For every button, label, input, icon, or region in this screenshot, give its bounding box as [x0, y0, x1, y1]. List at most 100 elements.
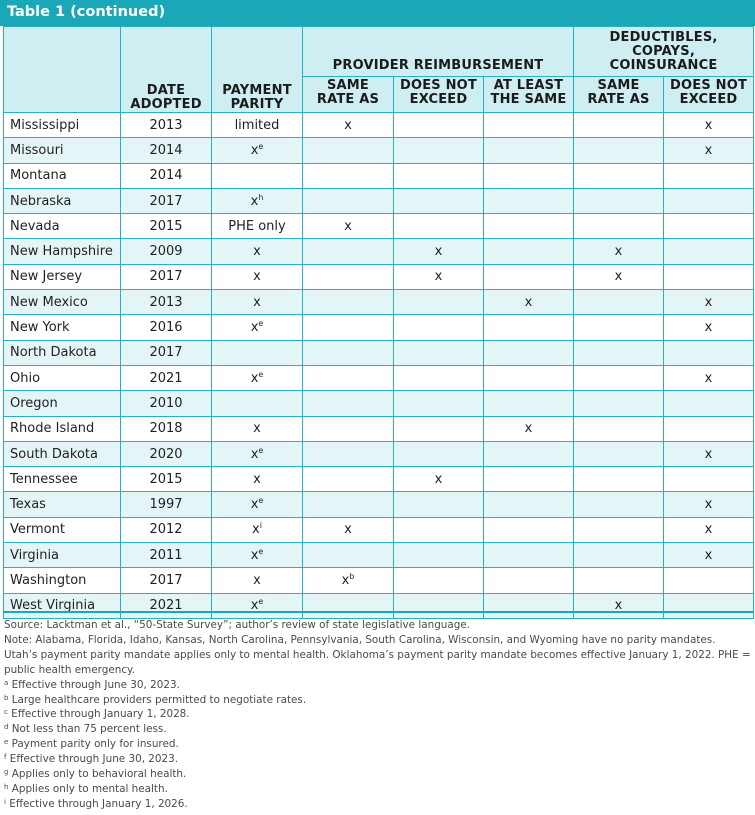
- cell-prov-at-least-the-same: [482, 516, 575, 544]
- cell-prov-at-least-the-same: [482, 263, 575, 291]
- cell-prov-does-not-exceed: [393, 567, 484, 594]
- cell-ded-same-rate-as: [573, 567, 665, 594]
- cell-payment-parity: xi: [211, 516, 303, 544]
- cell-date-adopted-value: 2010: [149, 395, 183, 411]
- cell-ded-same-rate-as: [573, 542, 665, 569]
- cell-date-adopted-value: 2021: [149, 370, 183, 386]
- cell-state-value: New Mexico: [10, 294, 88, 310]
- cell-payment-parity-value: x: [253, 244, 261, 260]
- cell-state: Nebraska: [3, 187, 121, 215]
- cell-state: New York: [3, 314, 121, 341]
- cell-payment-parity: x: [211, 238, 303, 265]
- cell-date-adopted: 2011: [120, 542, 212, 569]
- cell-date-adopted-value: 2009: [149, 244, 183, 260]
- cell-prov-does-not-exceed: [393, 213, 484, 240]
- cell-ded-same-rate-as-value: x: [614, 269, 623, 285]
- cell-state: North Dakota: [3, 339, 121, 366]
- cell-prov-same-rate-as: [302, 491, 394, 518]
- cell-state-value: Mississippi: [10, 117, 80, 133]
- cell-prov-same-rate-as: [302, 289, 394, 316]
- cell-date-adopted-value: 2014: [149, 142, 183, 158]
- cell-prov-does-not-exceed: [393, 187, 484, 215]
- cell-payment-parity: [211, 390, 303, 417]
- cell-ded-same-rate-as: [573, 162, 665, 189]
- cell-ded-does-not-exceed: [663, 390, 755, 417]
- cell-payment-parity: xe: [211, 491, 303, 518]
- table-row: Nebraska 2017 xh: [3, 187, 755, 215]
- cell-state-value: Tennessee: [10, 471, 78, 487]
- table-bottom-rule: [3, 611, 753, 613]
- footnote: e Payment parity only for insured.: [4, 737, 752, 752]
- cell-state-value: Nevada: [10, 218, 60, 234]
- cell-ded-same-rate-as: [573, 491, 665, 518]
- cell-prov-does-not-exceed: [393, 440, 484, 468]
- table-row: Virginia 2011 xe x: [3, 542, 755, 569]
- cell-payment-parity-value: x: [250, 370, 259, 386]
- cell-state: New Mexico: [3, 289, 121, 316]
- cell-ded-same-rate-as: [573, 339, 665, 366]
- footnote-ref: e: [258, 369, 264, 379]
- cell-ded-does-not-exceed-value: x: [704, 522, 713, 538]
- cell-prov-at-least-the-same: [482, 137, 575, 164]
- cell-ded-does-not-exceed-value: x: [704, 320, 713, 336]
- cell-prov-at-least-the-same: x: [482, 289, 575, 316]
- cell-payment-parity: x: [211, 289, 303, 316]
- cell-date-adopted: 2017: [120, 567, 212, 594]
- table-row: Oregon 2010: [3, 390, 755, 417]
- cell-ded-does-not-exceed: x: [663, 516, 755, 544]
- table-row: Ohio 2021 xe x: [3, 364, 755, 392]
- cell-prov-at-least-the-same: [482, 162, 575, 189]
- cell-prov-does-not-exceed: [393, 137, 484, 164]
- footnote-text: Not less than 75 percent less.: [11, 723, 167, 736]
- cell-prov-does-not-exceed: [393, 390, 484, 417]
- cell-payment-parity: [211, 339, 303, 366]
- cell-state-value: Nebraska: [10, 193, 72, 209]
- cell-ded-does-not-exceed: [663, 263, 755, 291]
- parity-table: DATE ADOPTED PAYMENT PARITY PROVIDER REIMB…: [3, 26, 755, 619]
- table-row: Montana 2014: [3, 162, 755, 189]
- cell-payment-parity-value: x: [253, 269, 261, 285]
- cell-payment-parity-value: PHE only: [228, 218, 286, 234]
- cell-ded-does-not-exceed-value: x: [704, 547, 713, 563]
- cell-date-adopted-value: 2013: [149, 294, 183, 310]
- cell-ded-same-rate-as: [573, 390, 665, 417]
- footnote-text: Applies only to mental health.: [11, 782, 168, 795]
- footnote-mark: d: [4, 723, 9, 732]
- cell-prov-at-least-the-same: [482, 440, 575, 468]
- cell-payment-parity-value: x: [250, 142, 259, 158]
- cell-payment-parity-value: x: [250, 193, 259, 209]
- table-row: Rhode Island 2018 x x: [3, 415, 755, 442]
- cell-ded-does-not-exceed-value: x: [704, 370, 713, 386]
- cell-prov-same-rate-as: [302, 440, 394, 468]
- cell-prov-does-not-exceed: x: [393, 466, 484, 493]
- cell-ded-does-not-exceed-value: x: [704, 294, 713, 310]
- cell-prov-at-least-the-same: [482, 592, 575, 619]
- cell-prov-same-rate-as: x: [302, 516, 394, 544]
- cell-prov-does-not-exceed: x: [393, 263, 484, 291]
- table-body: Mississippi 2013 limited x x Missouri 2014 xe x M…: [3, 111, 755, 619]
- cell-date-adopted: 2009: [120, 238, 212, 265]
- cell-date-adopted-value: 2017: [149, 345, 183, 361]
- cell-state: Tennessee: [3, 466, 121, 493]
- header-at-least-the-same: AT LEAST THE SAME: [482, 76, 575, 113]
- cell-date-adopted: 2014: [120, 162, 212, 189]
- cell-ded-same-rate-as: x: [573, 238, 665, 265]
- table-notes: Source: Lacktman et al., “50-State Surve…: [4, 618, 752, 812]
- footnote-text: Effective through January 1, 2028.: [11, 708, 190, 721]
- cell-state-value: Virginia: [10, 547, 60, 563]
- cell-ded-does-not-exceed: [663, 238, 755, 265]
- cell-date-adopted-value: 2018: [149, 421, 183, 437]
- cell-prov-same-rate-as-value: x: [344, 117, 352, 133]
- cell-ded-does-not-exceed: x: [663, 289, 755, 316]
- cell-ded-does-not-exceed: [663, 162, 755, 189]
- cell-prov-does-not-exceed: [393, 339, 484, 366]
- header-state: [3, 26, 121, 113]
- header-does-not-exceed: DOES NOT EXCEED: [393, 76, 484, 113]
- cell-payment-parity: xe: [211, 314, 303, 341]
- cell-prov-same-rate-as-value: x: [344, 218, 352, 234]
- cell-prov-does-not-exceed-value: x: [434, 244, 443, 260]
- cell-ded-does-not-exceed: x: [663, 314, 755, 341]
- cell-prov-does-not-exceed: [393, 111, 484, 139]
- table-title: Table 1 (continued): [7, 4, 166, 20]
- cell-prov-same-rate-as: [302, 238, 394, 265]
